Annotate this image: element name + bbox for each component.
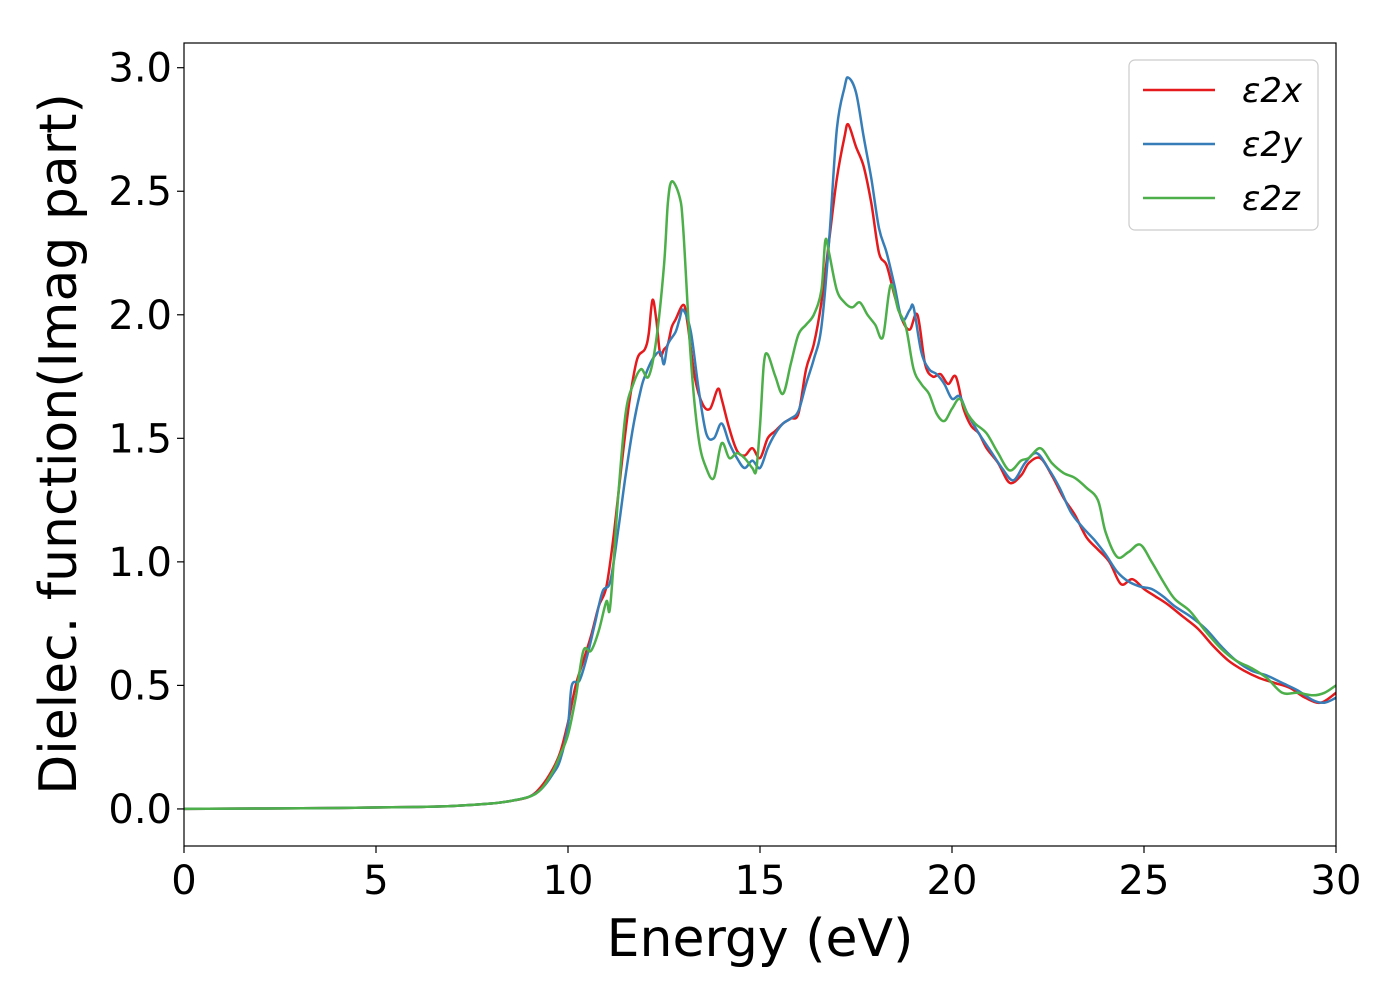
legend: ε2x ε2y ε2z — [1128, 59, 1319, 231]
y-tick-label: 0.0 — [108, 787, 172, 833]
x-tick-label: 10 — [543, 858, 594, 904]
y-tick-label: 2.0 — [108, 293, 172, 339]
y-axis-ticks: 0.0 0.5 1.0 1.5 2.0 2.5 3.0 — [108, 46, 184, 833]
y-axis-title: Dielec. function(Imag part) — [29, 93, 89, 795]
series-line-3 — [184, 180, 1336, 811]
x-tick-label: 0 — [171, 858, 196, 904]
series-layer — [184, 76, 1336, 811]
legend-items: ε2x ε2y ε2z — [1143, 71, 1303, 219]
x-tick-label: 30 — [1311, 858, 1362, 904]
y-tick-label: 1.0 — [108, 540, 172, 586]
legend-label: ε2y — [1242, 125, 1303, 165]
y-tick-label: 0.5 — [108, 663, 172, 709]
x-tick-label: 5 — [363, 858, 388, 904]
legend-box — [1128, 59, 1319, 231]
x-tick-label: 25 — [1119, 858, 1170, 904]
x-axis-title: Energy (eV) — [607, 909, 914, 969]
y-tick-label: 3.0 — [108, 46, 172, 92]
series-line-2 — [184, 76, 1336, 811]
x-axis-ticks: 0 5 10 15 20 25 30 — [171, 846, 1361, 904]
legend-label: ε2z — [1242, 179, 1301, 219]
x-tick-label: 20 — [927, 858, 978, 904]
y-tick-label: 1.5 — [108, 416, 172, 462]
y-tick-label: 2.5 — [108, 169, 172, 215]
x-tick-label: 15 — [735, 858, 786, 904]
legend-label: ε2x — [1242, 71, 1303, 111]
